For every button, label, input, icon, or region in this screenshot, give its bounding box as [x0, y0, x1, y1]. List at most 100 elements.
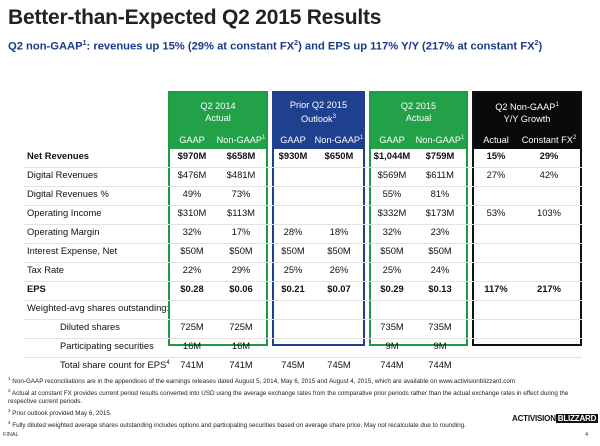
- cell-value: 741M: [229, 359, 253, 370]
- cell-value: 26%: [329, 264, 349, 275]
- cell-value: $476M: [177, 169, 207, 180]
- group-prior-outlook: Prior Q2 2015 Outlook3: [272, 91, 365, 346]
- footnotes: 1 Non-GAAP reconciliations are in the ap…: [8, 375, 593, 430]
- group-q2-2014-subbar: [170, 131, 266, 149]
- row-label: Digital Revenues %: [27, 188, 109, 199]
- cell-value: 725M: [180, 321, 204, 332]
- group-q2-2015-header: Q2 2015 Actual: [371, 93, 466, 131]
- cell-value: 49%: [182, 188, 202, 199]
- cell-value: $0.29: [380, 283, 404, 294]
- cell-value: $50M: [327, 245, 351, 256]
- cell-value: 9M: [433, 340, 447, 351]
- cell-value: 745M: [281, 359, 305, 370]
- subtitle: Q2 non-GAAP1: revenues up 15% (29% at co…: [8, 40, 543, 53]
- cell-value: 725M: [229, 321, 253, 332]
- row-label: Diluted shares: [60, 321, 120, 332]
- table-row: Net Revenues $970M $658M $930M $650M $1,044M $…: [0, 148, 600, 167]
- footnote-4: 4 Fully diluted weighted average shares …: [8, 419, 466, 429]
- group-q2-2014: Q2 2014 Actual: [168, 91, 268, 346]
- group-prior-outlook-subbar: [274, 131, 363, 149]
- cell-value: 24%: [430, 264, 450, 275]
- row-divider: [24, 319, 582, 320]
- page-number: 4: [584, 432, 588, 438]
- cell-value: 103%: [537, 207, 561, 218]
- table-row: Digital Revenues $476M $481M $569M $611M 27% 4…: [0, 167, 600, 186]
- row-label: Weighted-avg shares outstanding:: [27, 302, 170, 313]
- cell-value: 22%: [182, 264, 202, 275]
- group-growth: Q2 Non-GAAP1 Y/Y Growth: [472, 91, 582, 346]
- table-row: Participating securities 16M 16M 9M 9M: [0, 338, 600, 357]
- footnote-2: 2 Actual at constant FX provides current…: [8, 387, 569, 406]
- row-label: Total share count for EPS4: [60, 359, 170, 370]
- page-title: Better-than-Expected Q2 2015 Results: [8, 6, 382, 29]
- table-row: Operating Margin 32% 17% 28% 18% 32% 23%: [0, 224, 600, 243]
- cell-value: 744M: [428, 359, 452, 370]
- cell-value: $310M: [177, 207, 207, 218]
- final-label: FINAL: [3, 432, 19, 438]
- table-row: Tax Rate 22% 29% 25% 26% 25% 24%: [0, 262, 600, 281]
- cell-value: 32%: [382, 226, 402, 237]
- row-divider: [24, 205, 582, 206]
- cell-value: $113M: [227, 207, 255, 218]
- subheader-gaap-outlook: GAAP: [280, 135, 306, 145]
- table-row: Interest Expense, Net $50M $50M $50M $50M $50…: [0, 243, 600, 262]
- cell-value: 29%: [231, 264, 251, 275]
- cell-value: 73%: [231, 188, 251, 199]
- row-label: Operating Margin: [27, 226, 100, 237]
- subheader-actual: Actual: [483, 135, 509, 145]
- cell-value: $0.06: [229, 283, 253, 294]
- cell-value: 18%: [329, 226, 349, 237]
- cell-value: 27%: [486, 169, 506, 180]
- cell-value: $332M: [377, 207, 407, 218]
- cell-value: 25%: [382, 264, 402, 275]
- cell-value: 741M: [180, 359, 204, 370]
- row-label: EPS: [27, 283, 46, 294]
- cell-value: $481M: [226, 169, 256, 180]
- row-divider: [24, 338, 582, 339]
- row-divider: [24, 224, 582, 225]
- company-logo: ACTIVISION BLIZZARD: [512, 414, 599, 423]
- table-row: Total share count for EPS4 741M 741M 745M 74…: [0, 357, 600, 376]
- subheader-gaap-2015: GAAP: [379, 135, 405, 145]
- row-divider: [24, 281, 582, 282]
- cell-value: $0.07: [327, 283, 351, 294]
- group-q2-2015: Q2 2015 Actual: [369, 91, 468, 346]
- cell-value: 17%: [231, 226, 251, 237]
- row-divider: [24, 186, 582, 187]
- cell-value: 42%: [539, 169, 559, 180]
- cell-value: $50M: [180, 245, 204, 256]
- table-row: EPS $0.28 $0.06 $0.21 $0.07 $0.29 $0.13 117% 217…: [0, 281, 600, 300]
- row-label: Operating Income: [27, 207, 102, 218]
- cell-value: $1,044M: [373, 150, 411, 161]
- cell-value: 16M: [231, 340, 251, 351]
- cell-value: 9M: [385, 340, 399, 351]
- cell-value: $173M: [425, 207, 455, 218]
- group-growth-header: Q2 Non-GAAP1 Y/Y Growth: [474, 93, 580, 131]
- cell-value: 15%: [486, 150, 506, 161]
- cell-value: 53%: [486, 207, 506, 218]
- row-label: Net Revenues: [27, 150, 90, 161]
- subheader-gaap-2014: GAAP: [179, 135, 205, 145]
- table-row: Operating Income $310M $113M $332M $173M 53% 1…: [0, 205, 600, 224]
- group-q2-2015-subbar: [371, 131, 466, 149]
- footnote-3: 3 Prior outlook provided May 6, 2015.: [8, 407, 112, 418]
- row-divider: [24, 167, 582, 168]
- subheader-nongaap-2015: Non-GAAP1: [415, 135, 465, 146]
- table-row: Diluted shares 725M 725M 735M 735M: [0, 319, 600, 338]
- row-divider: [24, 300, 582, 301]
- cell-value: 735M: [380, 321, 404, 332]
- group-growth-subbar: [474, 131, 580, 149]
- cell-value: 23%: [430, 226, 450, 237]
- cell-value: $970M: [177, 150, 207, 161]
- cell-value: $650M: [324, 150, 354, 161]
- cell-value: 16M: [182, 340, 202, 351]
- cell-value: $930M: [278, 150, 308, 161]
- row-label: Participating securities: [60, 340, 154, 351]
- cell-value: $0.21: [281, 283, 305, 294]
- row-label: Tax Rate: [27, 264, 64, 275]
- group-prior-outlook-header: Prior Q2 2015 Outlook3: [274, 93, 363, 131]
- subheader-constant-fx: Constant FX2: [521, 135, 577, 146]
- cell-value: 29%: [539, 150, 559, 161]
- cell-value: $50M: [380, 245, 404, 256]
- cell-value: 735M: [428, 321, 452, 332]
